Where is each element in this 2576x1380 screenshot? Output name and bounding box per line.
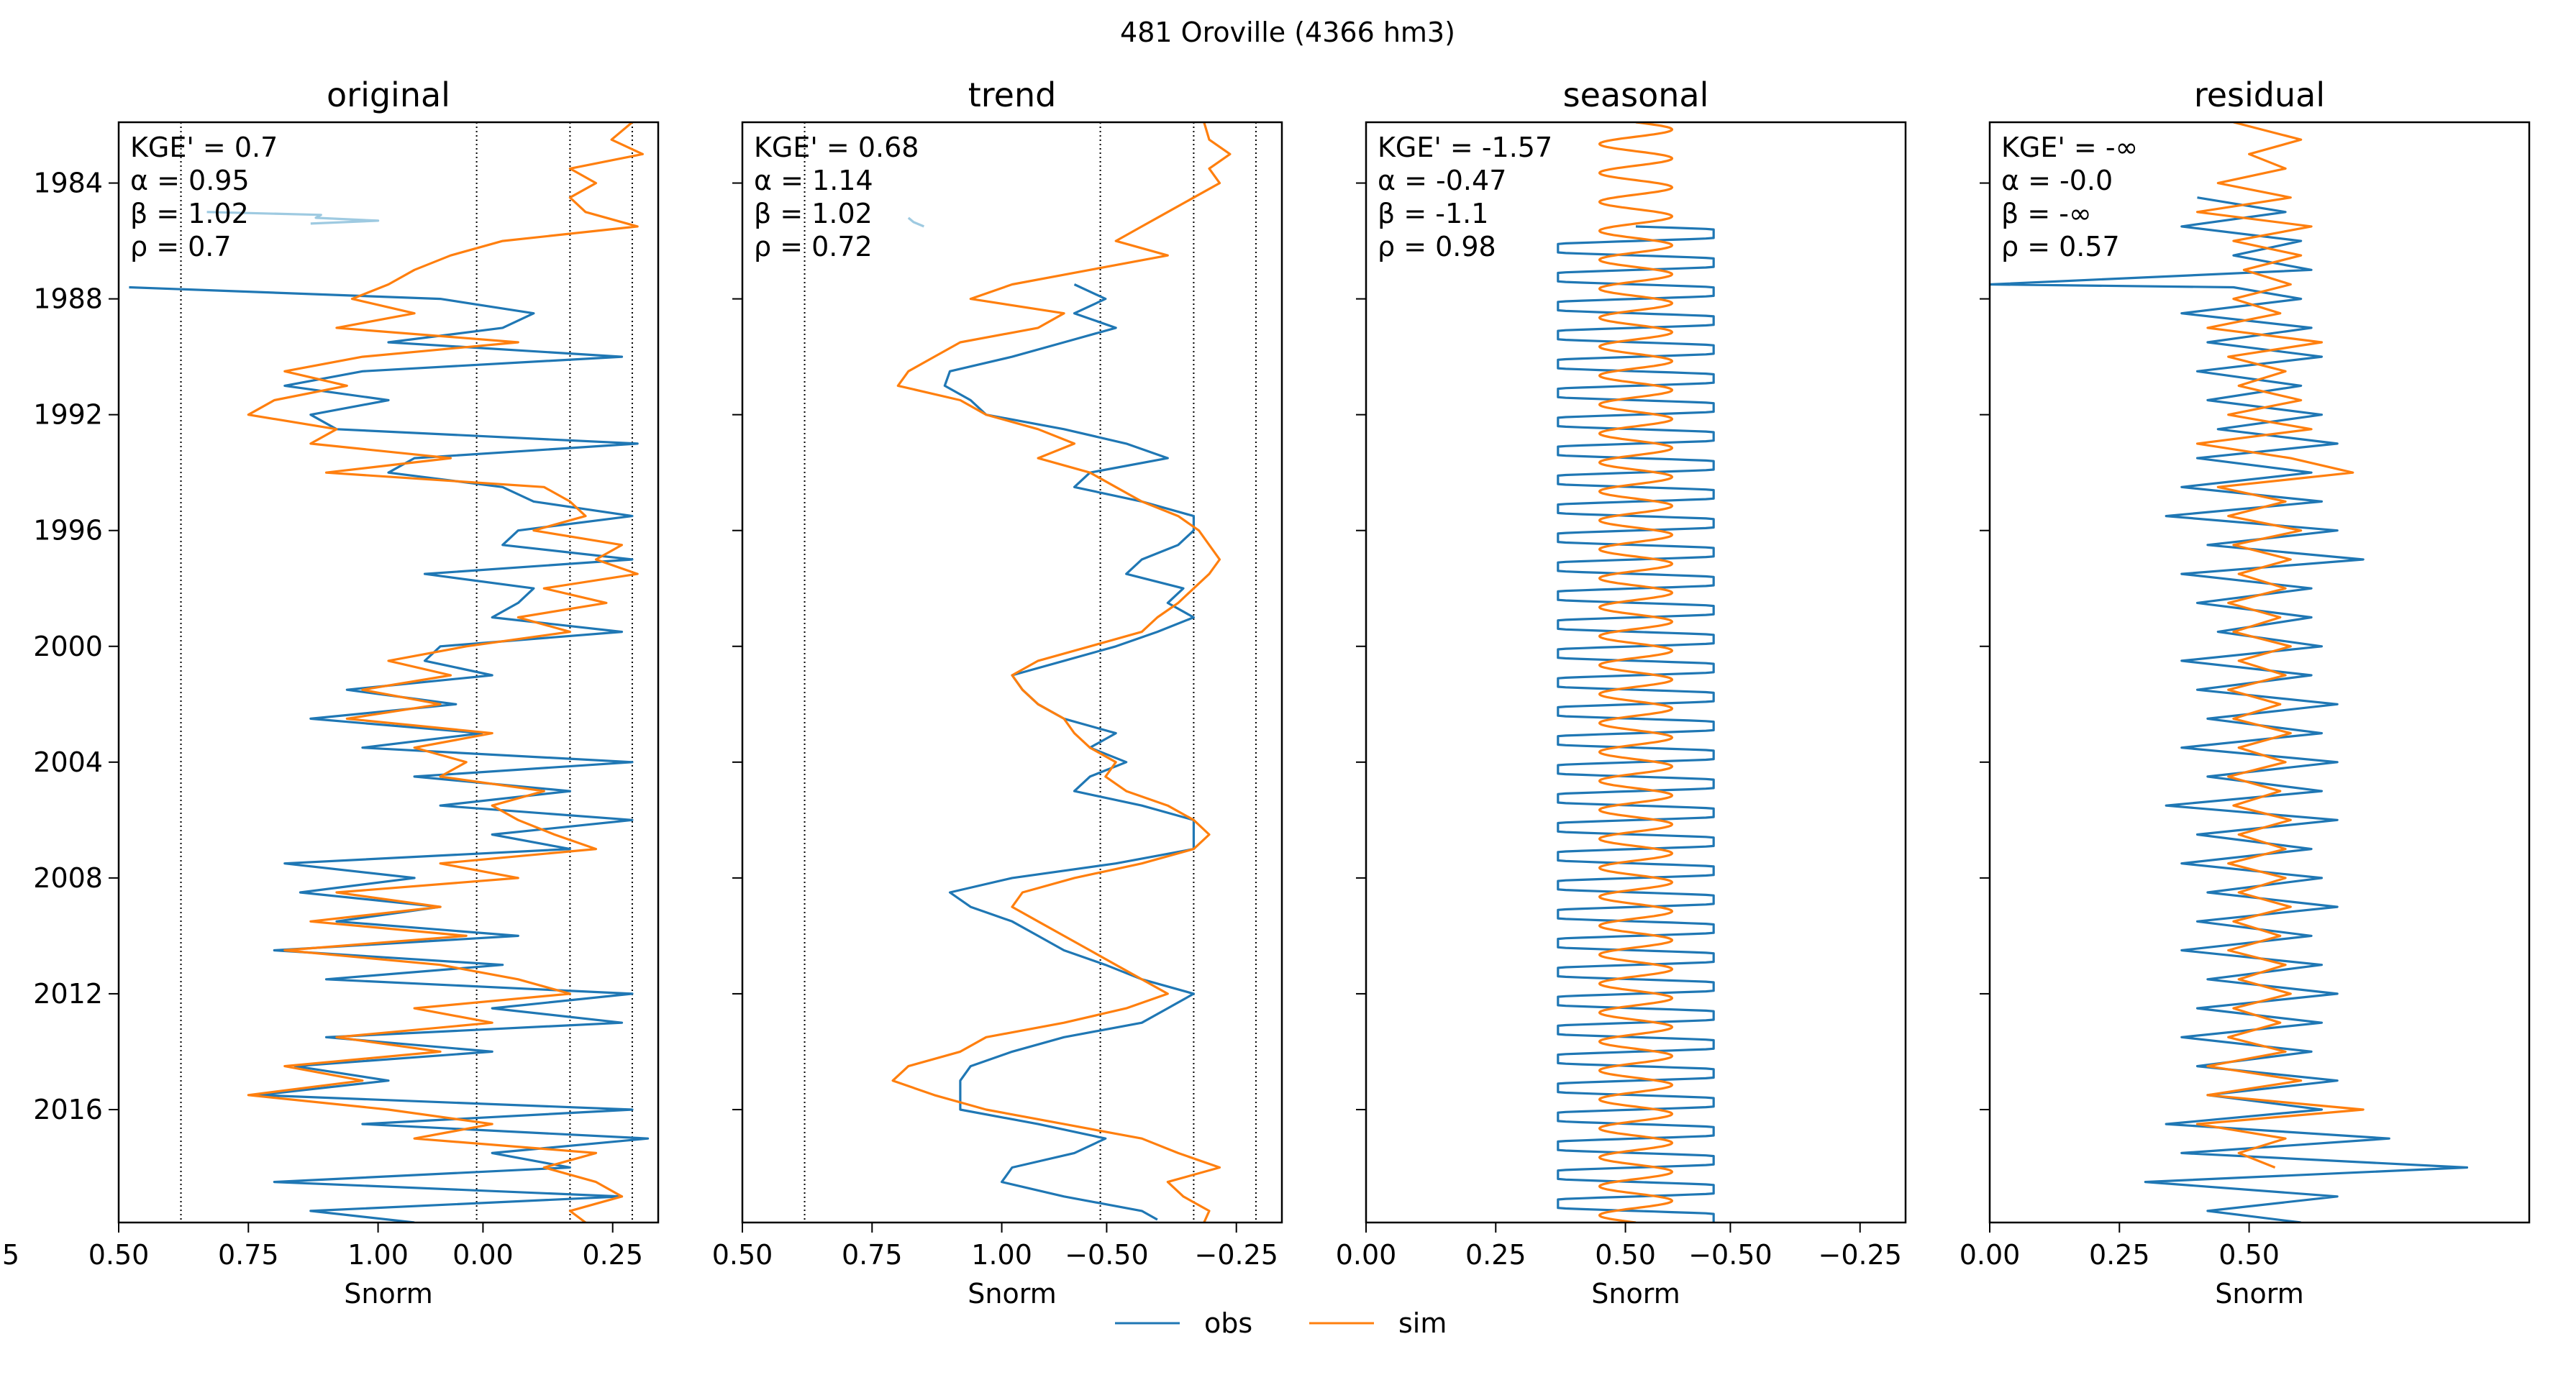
- panel-title: residual: [2194, 76, 2325, 114]
- x-tick-label: 0.50: [2218, 1239, 2280, 1271]
- axes-frame: [1988, 121, 2531, 1224]
- panel-trend: trend Snorm 0.00 0.25 0.50 0.75 1.00 KGE' = 0…: [452, 76, 1283, 1310]
- plot-area: [804, 122, 1257, 1223]
- plot-area: [129, 122, 650, 1223]
- x-tick-label: 0.75: [218, 1239, 279, 1271]
- stat-kge: KGE' = -1.57: [1378, 132, 1552, 163]
- series-obs-line: [1557, 225, 1715, 1223]
- x-tick-label: 0.00: [1960, 1239, 2021, 1271]
- plot-area: [1990, 122, 2469, 1223]
- x-tick-label: 0.25: [582, 1239, 643, 1271]
- legend-sim-label: sim: [1398, 1307, 1447, 1339]
- stat-rho: ρ = 0.7: [130, 231, 232, 262]
- stat-alpha: α = -0.0: [2001, 165, 2113, 196]
- x-axis-label: Snorm: [968, 1278, 1056, 1310]
- y-tick-label: 1984: [33, 168, 103, 199]
- y-tick-label: 2000: [33, 631, 103, 662]
- series-sim-line: [2195, 122, 2365, 1169]
- series-sim-line: [1598, 122, 1674, 1223]
- y-tick-label: 2004: [33, 746, 103, 778]
- x-tick-label: −0.25: [1818, 1239, 1901, 1271]
- x-tick-label: 0.00: [1336, 1239, 1397, 1271]
- series-obs-line: [129, 285, 650, 1223]
- x-tick-label: 0.25: [0, 1239, 19, 1271]
- stat-beta: β = -1.1: [1378, 198, 1488, 229]
- axes-frame: [741, 121, 1283, 1224]
- panel-title: trend: [968, 76, 1057, 114]
- x-axis-label: Snorm: [1591, 1278, 1680, 1310]
- legend-obs-label: obs: [1204, 1307, 1252, 1339]
- panel-title: original: [327, 76, 450, 114]
- stat-alpha: α = -0.47: [1378, 165, 1506, 196]
- x-tick-label: −0.50: [1065, 1239, 1148, 1271]
- y-tick-label: 1992: [33, 399, 103, 431]
- y-tick-label: 1996: [33, 515, 103, 547]
- stat-alpha: α = 0.95: [130, 165, 250, 196]
- plot-area: [1557, 122, 1715, 1223]
- series-sim-line: [891, 122, 1232, 1223]
- series-sim-line: [247, 122, 644, 1223]
- y-tick-label: 2008: [33, 862, 103, 894]
- panel-seasonal: seasonal Snorm −0.50 −0.25 0.00 0.25 0.50 KGE…: [1065, 76, 1907, 1310]
- stat-beta: β = -∞: [2001, 198, 2092, 229]
- stat-kge: KGE' = 0.68: [754, 132, 919, 163]
- stat-rho: ρ = 0.72: [754, 231, 873, 262]
- panel-residual: residual Snorm −0.50 −0.25 0.00 0.25 0.50 KGE…: [1688, 76, 2531, 1310]
- stat-alpha: α = 1.14: [754, 165, 873, 196]
- panel-title: seasonal: [1563, 76, 1709, 114]
- stat-kge: KGE' = -∞: [2001, 132, 2138, 163]
- series-segment-line: [907, 216, 925, 228]
- stat-beta: β = 1.02: [754, 198, 873, 229]
- x-tick-label: 1.00: [971, 1239, 1032, 1271]
- x-tick-label: −0.50: [1688, 1239, 1772, 1271]
- x-tick-label: 0.25: [1465, 1239, 1526, 1271]
- series-segment-line: [206, 211, 380, 225]
- x-axis-label: Snorm: [2215, 1278, 2303, 1310]
- series-obs-line: [943, 283, 1195, 1221]
- x-tick-label: 0.00: [452, 1239, 514, 1271]
- x-tick-label: 1.00: [347, 1239, 409, 1271]
- x-tick-label: 0.75: [842, 1239, 903, 1271]
- x-tick-label: 0.50: [88, 1239, 150, 1271]
- x-tick-label: −0.25: [1194, 1239, 1278, 1271]
- panel-original: original Snorm 0.00 0.25 0.50 0.75 1.00 1984 1…: [0, 76, 660, 1310]
- figure-suptitle: 481 Oroville (4366 hm3): [1120, 17, 1455, 48]
- x-tick-label: 0.25: [2089, 1239, 2150, 1271]
- figure-legend: obs sim: [1115, 1307, 1447, 1339]
- y-tick-label: 2012: [33, 978, 103, 1010]
- x-tick-label: 0.50: [1595, 1239, 1656, 1271]
- axes-frame: [1365, 121, 1907, 1224]
- stat-rho: ρ = 0.57: [2001, 231, 2120, 262]
- x-axis-label: Snorm: [344, 1278, 432, 1310]
- y-tick-label: 1988: [33, 283, 103, 315]
- series-obs-line: [1990, 196, 2469, 1223]
- stat-kge: KGE' = 0.7: [130, 132, 278, 163]
- axes-frame: [117, 121, 660, 1224]
- x-tick-label: 0.50: [712, 1239, 773, 1271]
- stat-rho: ρ = 0.98: [1378, 231, 1496, 262]
- y-tick-label: 2016: [33, 1094, 103, 1125]
- stat-beta: β = 1.02: [130, 198, 249, 229]
